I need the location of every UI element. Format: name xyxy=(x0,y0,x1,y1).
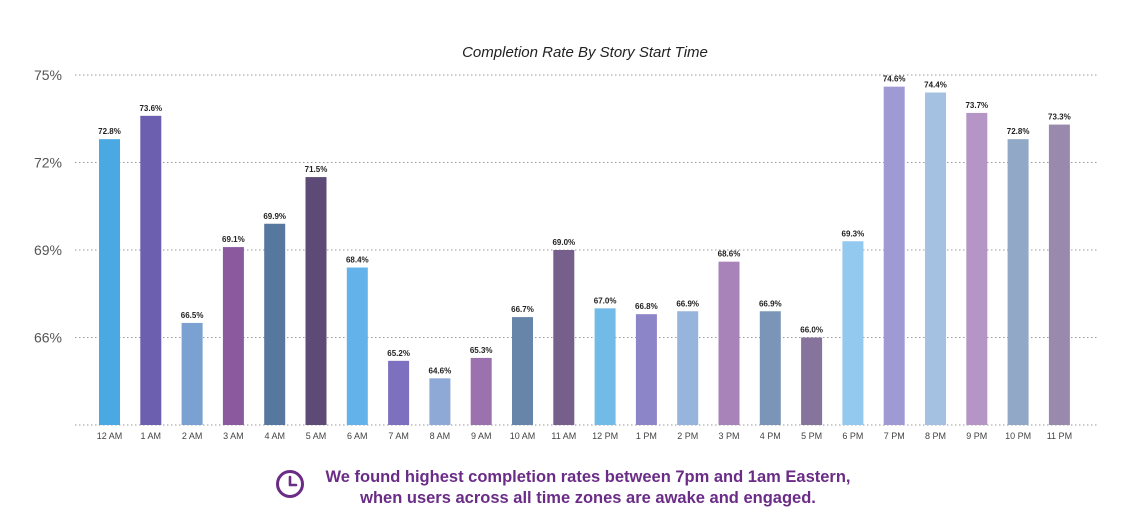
data-label: 69.3% xyxy=(842,229,865,238)
data-labels: 72.8% 73.6% 66.5% 69.1% 69.9% 71.5% 68.4% 65.2%… xyxy=(98,75,1071,376)
x-tick-label: 5 PM xyxy=(801,431,822,441)
x-tick-label: 5 AM xyxy=(306,431,327,441)
footer-line-1: We found highest completion rates betwee… xyxy=(325,468,851,486)
bar xyxy=(264,223,286,425)
data-label: 69.1% xyxy=(222,235,245,244)
bar xyxy=(346,267,368,425)
y-tick-label: 75% xyxy=(34,67,62,83)
bar xyxy=(594,308,616,425)
data-label: 65.2% xyxy=(387,349,410,358)
x-tick-label: 3 AM xyxy=(223,431,244,441)
bar xyxy=(635,314,657,425)
x-tick-label: 10 PM xyxy=(1005,431,1031,441)
data-label: 69.0% xyxy=(552,238,575,247)
data-label: 68.4% xyxy=(346,256,369,265)
data-label: 68.6% xyxy=(718,250,741,259)
x-tick-label: 10 AM xyxy=(510,431,536,441)
x-tick-label: 8 PM xyxy=(925,431,946,441)
bar-chart: 66% 69% 72% 75% 72.8% 73.6% 66.5% 69.1% 69.9% 71… xyxy=(34,67,1098,441)
bar xyxy=(925,92,946,425)
x-tick-label: 3 PM xyxy=(718,431,739,441)
y-axis-ticks: 66% 69% 72% 75% xyxy=(34,67,62,346)
x-axis-ticks: 12 AM 1 AM 2 AM 3 AM 4 AM 5 AM 6 AM 7 AM 8 AM 9 A… xyxy=(97,431,1072,441)
bar xyxy=(1007,139,1029,425)
data-label: 73.6% xyxy=(139,104,162,113)
bar xyxy=(1048,124,1070,425)
data-label: 66.9% xyxy=(676,299,699,308)
data-label: 72.8% xyxy=(98,127,121,136)
bar xyxy=(966,112,988,426)
y-tick-label: 69% xyxy=(34,242,62,258)
bar xyxy=(512,317,533,425)
x-tick-label: 1 PM xyxy=(636,431,657,441)
clock-icon xyxy=(276,470,304,498)
chart-title: Completion Rate By Story Start Time xyxy=(462,44,708,61)
data-label: 72.8% xyxy=(1007,127,1030,136)
bars xyxy=(99,86,1070,426)
x-tick-label: 7 PM xyxy=(884,431,905,441)
data-label: 69.9% xyxy=(263,212,286,221)
bar xyxy=(470,357,492,425)
bar xyxy=(140,115,162,425)
data-label: 74.6% xyxy=(883,75,906,84)
x-tick-label: 11 AM xyxy=(551,431,576,441)
x-tick-label: 7 AM xyxy=(388,431,409,441)
bar xyxy=(181,322,203,425)
bar xyxy=(718,261,740,425)
bar xyxy=(429,378,451,425)
bar xyxy=(388,360,410,425)
data-label: 74.4% xyxy=(924,81,947,90)
x-tick-label: 11 PM xyxy=(1047,431,1072,441)
x-tick-label: 6 PM xyxy=(842,431,863,441)
bar xyxy=(99,139,120,425)
footer-line-2: when users across all time zones are awa… xyxy=(360,489,816,507)
x-tick-label: 2 PM xyxy=(677,431,698,441)
bar xyxy=(222,247,244,425)
data-label: 73.3% xyxy=(1048,113,1071,122)
data-label: 73.7% xyxy=(965,101,988,110)
data-label: 66.7% xyxy=(511,305,534,314)
bar xyxy=(842,241,864,425)
data-label: 64.6% xyxy=(429,366,452,375)
data-label: 66.9% xyxy=(759,299,782,308)
data-label: 66.8% xyxy=(635,302,658,311)
data-label: 67.0% xyxy=(594,296,617,305)
x-tick-label: 2 AM xyxy=(182,431,203,441)
data-label: 71.5% xyxy=(305,165,328,174)
x-tick-label: 8 AM xyxy=(430,431,451,441)
y-tick-label: 72% xyxy=(34,155,62,171)
x-tick-label: 4 AM xyxy=(264,431,285,441)
bar xyxy=(677,311,699,425)
x-tick-label: 9 PM xyxy=(966,431,987,441)
data-label: 65.3% xyxy=(470,346,493,355)
x-tick-label: 12 AM xyxy=(97,431,123,441)
bar xyxy=(883,86,905,426)
bar xyxy=(759,311,781,425)
x-tick-label: 4 PM xyxy=(760,431,781,441)
footer-message: We found highest completion rates betwee… xyxy=(318,467,858,509)
x-tick-label: 6 AM xyxy=(347,431,368,441)
x-tick-label: 12 PM xyxy=(592,431,618,441)
bar xyxy=(801,337,823,425)
data-label: 66.0% xyxy=(800,326,823,335)
x-tick-label: 1 AM xyxy=(141,431,162,441)
x-tick-label: 9 AM xyxy=(471,431,492,441)
data-label: 66.5% xyxy=(181,311,204,320)
bar xyxy=(305,177,327,425)
bar xyxy=(553,250,575,425)
y-tick-label: 66% xyxy=(34,330,62,346)
footer-callout: We found highest completion rates betwee… xyxy=(0,466,1131,512)
